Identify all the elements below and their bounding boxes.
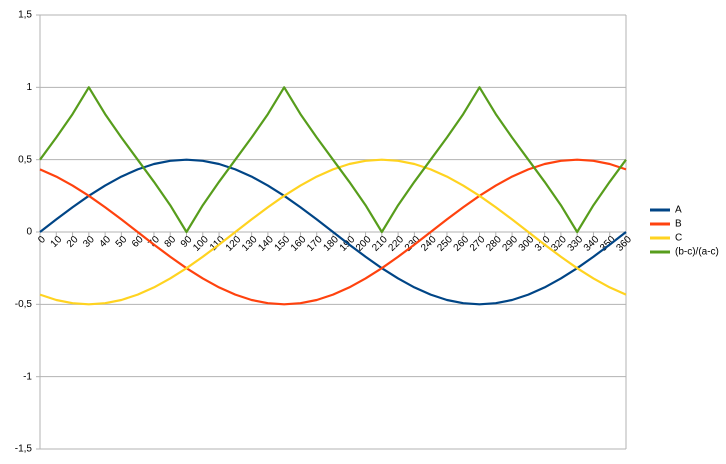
x-tick-label: 0 (36, 234, 48, 246)
x-tick-label: 150 (273, 234, 293, 254)
x-tick-label: 10 (49, 234, 65, 250)
x-tick-label: 120 (224, 234, 244, 254)
x-tick-label: 210 (370, 234, 390, 254)
x-tick-label: 30 (81, 234, 97, 250)
x-tick-label: 130 (240, 234, 260, 254)
x-tick-label: 20 (65, 234, 81, 250)
x-tick-label: 330 (566, 234, 586, 254)
x-tick-label: 140 (256, 234, 276, 254)
legend-label: (b-c)/(a-c) (675, 247, 719, 258)
x-tick-label: 280 (484, 234, 504, 254)
y-tick-label: 0,5 (18, 154, 32, 165)
x-tick-label: 250 (435, 234, 455, 254)
x-tick-label: 240 (419, 234, 439, 254)
series-line (39, 158, 627, 306)
x-tick-label: 40 (97, 234, 113, 250)
y-tick-label: 1,5 (18, 10, 32, 21)
x-tick-label: 260 (452, 234, 472, 254)
legend-label: C (675, 233, 682, 244)
x-tick-label: 170 (305, 234, 325, 254)
series-line (39, 158, 627, 306)
x-tick-label: 220 (387, 234, 407, 254)
y-tick-label: 0 (26, 227, 32, 238)
x-tick-label: 50 (114, 234, 130, 250)
y-tick-label: -1 (23, 371, 32, 382)
x-tick-label: 360 (614, 234, 634, 254)
x-tick-label: 160 (289, 234, 309, 254)
x-tick-label: 290 (500, 234, 520, 254)
series-line (39, 158, 627, 306)
x-tick-label: 80 (163, 234, 179, 250)
y-tick-label: -0,5 (15, 299, 33, 310)
legend-label: B (675, 219, 682, 230)
x-tick-label: 340 (582, 234, 602, 254)
x-tick-label: 270 (468, 234, 488, 254)
series-line (39, 86, 627, 234)
y-tick-label: -1,5 (15, 444, 33, 455)
x-tick-label: 100 (191, 234, 211, 254)
legend-label: A (675, 205, 682, 216)
y-tick-label: 1 (26, 82, 32, 93)
